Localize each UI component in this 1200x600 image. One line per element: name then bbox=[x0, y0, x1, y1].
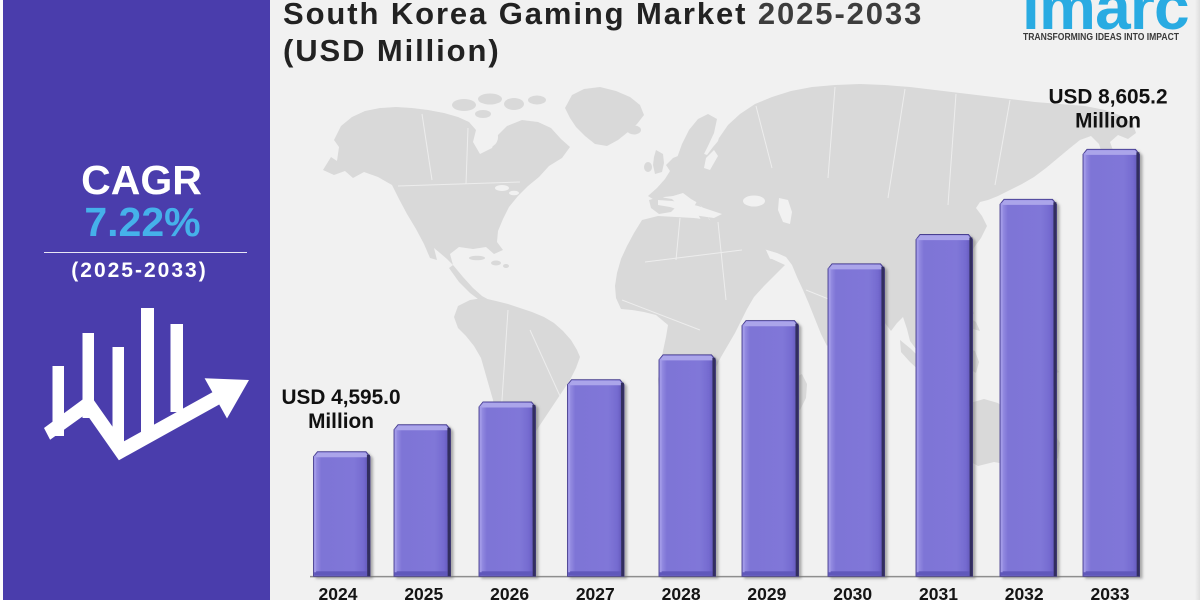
svg-text:2024: 2024 bbox=[319, 584, 358, 600]
svg-text:USD 4,595.0: USD 4,595.0 bbox=[281, 386, 400, 409]
svg-text:TRANSFORMING IDEAS INTO IMPACT: TRANSFORMING IDEAS INTO IMPACT bbox=[1023, 32, 1180, 43]
svg-text:2033: 2033 bbox=[1091, 584, 1130, 600]
svg-text:Million: Million bbox=[1075, 110, 1141, 133]
svg-text:2028: 2028 bbox=[662, 584, 701, 600]
svg-text:USD 8,605.2: USD 8,605.2 bbox=[1048, 86, 1167, 109]
svg-text:2027: 2027 bbox=[576, 584, 615, 600]
svg-text:2026: 2026 bbox=[490, 584, 529, 600]
svg-text:2029: 2029 bbox=[747, 584, 786, 600]
svg-text:2031: 2031 bbox=[919, 584, 958, 600]
svg-text:2030: 2030 bbox=[833, 584, 872, 600]
svg-text:Million: Million bbox=[308, 410, 374, 433]
svg-text:2032: 2032 bbox=[1005, 584, 1044, 600]
svg-text:2025: 2025 bbox=[404, 584, 443, 600]
